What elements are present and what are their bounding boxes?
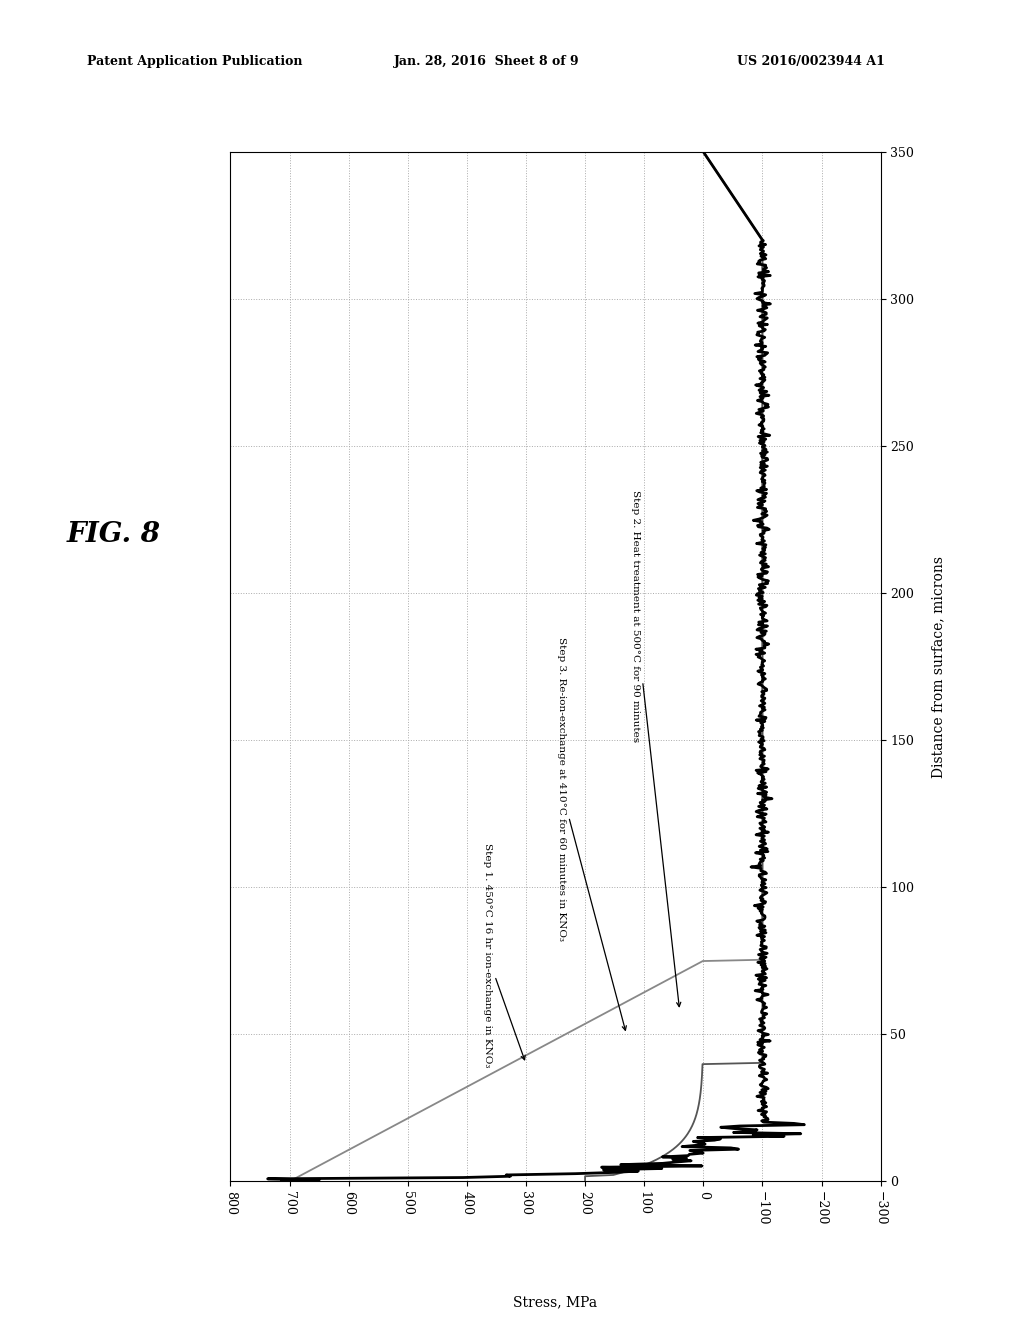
Text: Step 3. Re-ion-exchange at 410°C for 60 minutes in KNO₃: Step 3. Re-ion-exchange at 410°C for 60 … <box>557 638 627 1031</box>
Text: Patent Application Publication: Patent Application Publication <box>87 55 302 69</box>
Y-axis label: Distance from surface, microns: Distance from surface, microns <box>931 556 945 777</box>
X-axis label: Stress, MPa: Stress, MPa <box>513 1295 598 1309</box>
Text: Step 1. 450°C 16 hr ion-exchange in KNO₃: Step 1. 450°C 16 hr ion-exchange in KNO₃ <box>483 843 525 1068</box>
Text: Step 2. Heat treatment at 500°C for 90 minutes: Step 2. Heat treatment at 500°C for 90 m… <box>631 490 681 1007</box>
Text: Jan. 28, 2016  Sheet 8 of 9: Jan. 28, 2016 Sheet 8 of 9 <box>394 55 580 69</box>
Text: US 2016/0023944 A1: US 2016/0023944 A1 <box>737 55 885 69</box>
Text: FIG. 8: FIG. 8 <box>67 521 161 548</box>
